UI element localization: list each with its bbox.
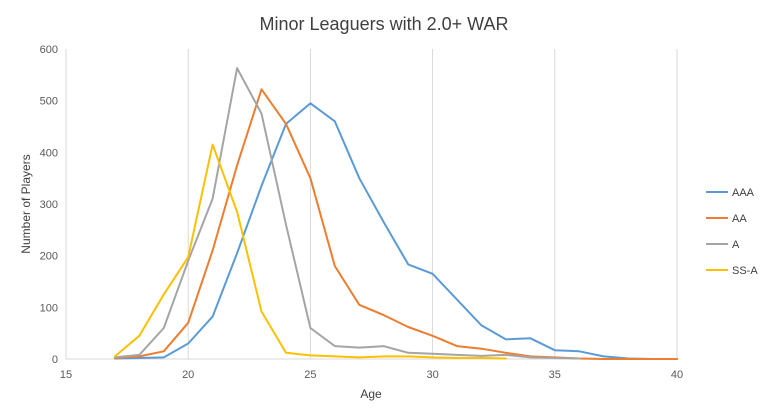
- y-tick-label: 0: [52, 354, 58, 366]
- series-line-ss-a: [113, 143, 507, 360]
- y-tick-label: 200: [40, 251, 58, 263]
- y-tick-label: 300: [40, 199, 58, 211]
- legend-label-ss-a: SS-A: [732, 265, 758, 277]
- y-axis-title: Number of Players: [19, 154, 33, 253]
- x-tick-label: 30: [426, 369, 438, 381]
- series-line-aa: [113, 88, 678, 360]
- grid-layer: [187, 49, 678, 359]
- series-line-a: [113, 67, 581, 360]
- x-tick-label: 25: [304, 369, 316, 381]
- y-tick-label: 500: [40, 96, 58, 108]
- x-tick-label: 20: [182, 369, 194, 381]
- series-line-aaa: [113, 102, 678, 360]
- x-axis-title: Age: [360, 387, 382, 401]
- y-tick-label: 400: [40, 147, 58, 159]
- y-tick-label: 600: [40, 44, 58, 56]
- legend-label-aa: AA: [732, 213, 747, 225]
- series-layer: [113, 67, 678, 360]
- y-tick-label: 100: [40, 302, 58, 314]
- x-tick-label: 15: [60, 369, 72, 381]
- chart-title: Minor Leaguers with 2.0+ WAR: [260, 14, 509, 34]
- x-tick-label: 40: [671, 369, 683, 381]
- x-tick-label: 35: [549, 369, 561, 381]
- legend-label-aaa: AAA: [732, 187, 755, 199]
- legend-label-a: A: [732, 239, 740, 251]
